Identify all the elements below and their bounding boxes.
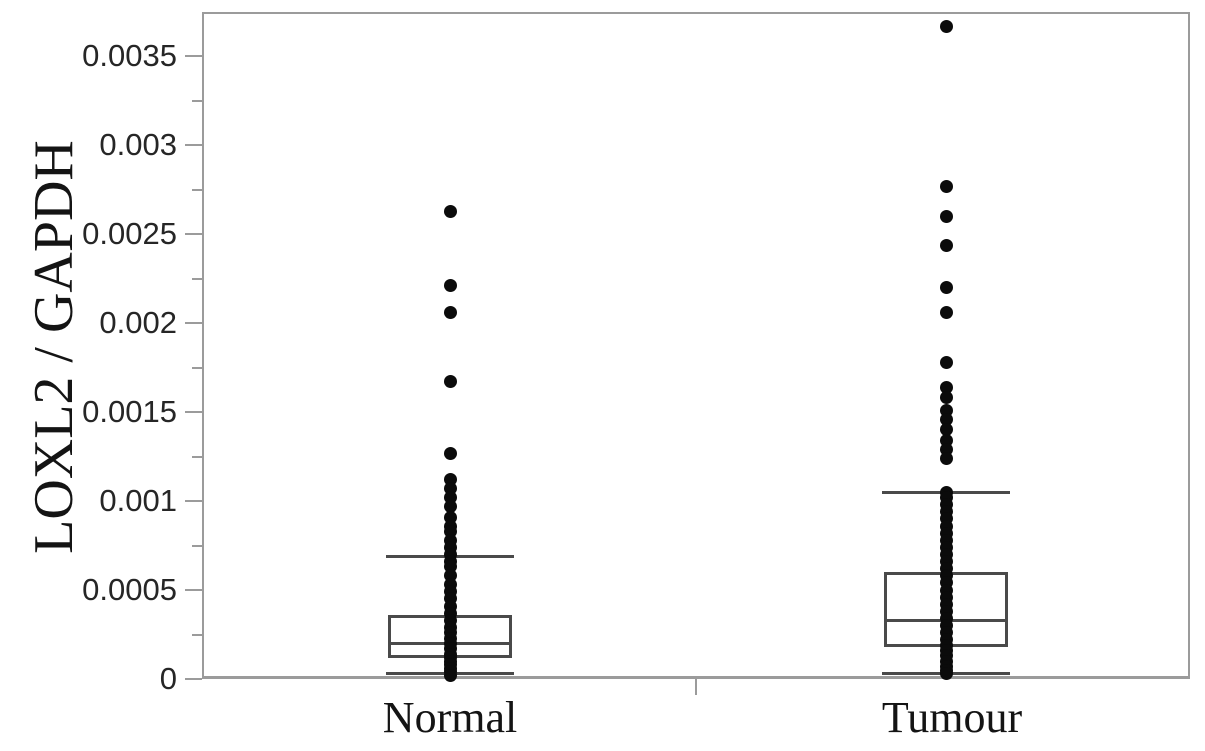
y-major-tick <box>185 411 202 414</box>
x-category-label-tumour: Tumour <box>881 693 1023 742</box>
y-minor-tick <box>192 544 202 547</box>
data-point <box>939 412 953 426</box>
y-tick-label: 0.001 <box>99 483 177 519</box>
y-tick-label: 0 <box>159 661 177 696</box>
data-point <box>443 446 457 460</box>
y-minor-tick <box>192 99 202 102</box>
data-point <box>939 19 953 33</box>
y-major-tick <box>185 678 202 680</box>
data-point <box>939 451 953 465</box>
y-minor-tick <box>192 633 202 636</box>
y-minor-tick <box>192 277 202 280</box>
data-point <box>443 375 457 389</box>
x-divider-tick <box>695 679 697 695</box>
y-tick-label: 0.0035 <box>82 38 177 74</box>
data-point <box>939 380 953 394</box>
y-major-tick <box>185 322 202 325</box>
data-point <box>939 238 953 252</box>
data-point <box>443 668 457 682</box>
data-point <box>939 423 953 437</box>
y-major-tick <box>185 233 202 236</box>
y-tick-label: 0.002 <box>99 305 177 341</box>
data-point <box>939 210 953 224</box>
y-tick-label: 0.0015 <box>82 394 177 430</box>
y-major-tick <box>185 55 202 58</box>
y-major-tick <box>185 144 202 147</box>
data-point <box>939 667 953 681</box>
data-point <box>443 499 457 513</box>
y-minor-tick <box>192 188 202 191</box>
data-point <box>939 306 953 320</box>
data-point <box>939 179 953 193</box>
y-minor-tick <box>192 455 202 458</box>
y-minor-tick <box>192 366 202 369</box>
data-point <box>939 355 953 369</box>
y-major-tick <box>185 500 202 503</box>
data-point <box>939 281 953 295</box>
y-tick-label: 0.0025 <box>82 216 177 252</box>
data-point <box>939 391 953 405</box>
x-category-label-normal: Normal <box>382 693 518 742</box>
y-tick-label: 0.0005 <box>82 572 177 608</box>
data-point <box>443 204 457 218</box>
data-point <box>443 279 457 293</box>
plot-area <box>202 12 1190 679</box>
y-major-tick <box>185 589 202 592</box>
y-tick-label: 0.003 <box>99 127 177 163</box>
data-point <box>443 306 457 320</box>
